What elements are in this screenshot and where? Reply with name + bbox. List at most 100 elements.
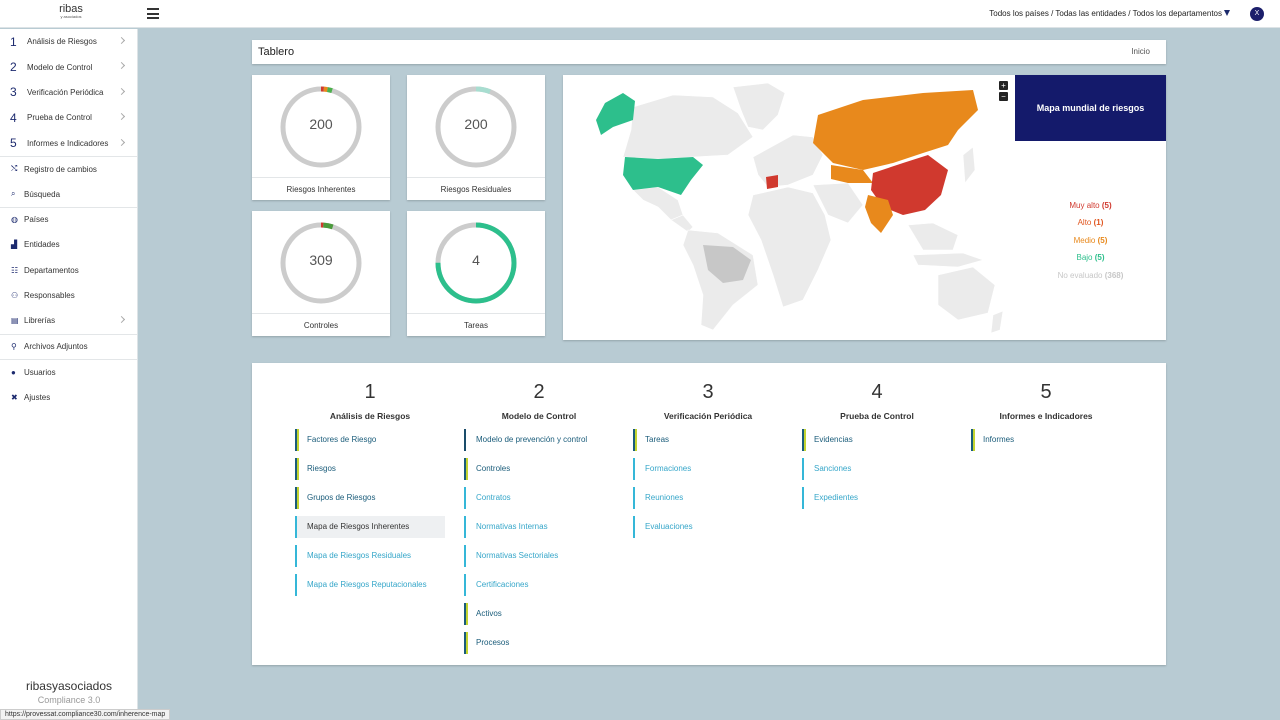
sidebar-item-0[interactable]: ⤭ Registro de cambios [0, 155, 137, 181]
stat-card-1[interactable]: 200 Riesgos Residuales [407, 75, 545, 200]
donut-chart [280, 222, 362, 304]
stat-card-2[interactable]: 309 Controles [252, 211, 390, 336]
module-link[interactable]: Informes [971, 429, 1121, 451]
zoom-out-button[interactable]: − [999, 92, 1008, 101]
module-link[interactable]: Tareas [633, 429, 783, 451]
module-link[interactable]: Grupos de Riesgos [295, 487, 445, 509]
map-central-america [670, 214, 694, 233]
donut-segment-0 [435, 86, 517, 168]
module-number: 5 [1040, 381, 1052, 403]
map-legend: Muy alto (5) Alto (1) Medio (5) Bajo (5) No … [1018, 201, 1163, 288]
module-number: 1 [364, 381, 376, 403]
map-spain [766, 175, 778, 189]
sidebar-module-5[interactable]: 5 Informes e Indicadores [0, 131, 137, 156]
modules-panel: 1 Análisis de Riesgos Factores de Riesgo Ri… [252, 363, 1166, 665]
menu-icon[interactable] [147, 8, 159, 19]
logo-main: ribas [59, 3, 83, 15]
map-africa [747, 186, 832, 308]
logo[interactable]: ribas y asociados [56, 4, 86, 19]
filter-breadcrumb[interactable]: Todos los países / Todas las entidades /… [989, 9, 1222, 18]
status-url: https://provessat.compliance30.com/inher… [0, 709, 171, 720]
stat-label: Riesgos Inherentes [252, 177, 390, 200]
module-links: Modelo de prevención y control Controles C… [464, 429, 614, 654]
world-map[interactable] [563, 75, 1015, 340]
legend-item-3: Bajo (5) [1018, 253, 1163, 270]
module-link[interactable]: Certificaciones [464, 574, 614, 596]
sidebar-item-9[interactable]: ✖ Ajustes [0, 384, 137, 409]
shuffle-icon: ⤭ [11, 164, 18, 174]
zoom-in-button[interactable]: + [999, 81, 1008, 90]
avatar[interactable]: X [1250, 7, 1264, 21]
module-link[interactable]: Reuniones [633, 487, 783, 509]
donut-chart [280, 86, 362, 168]
legend-item-4: No evaluado (368) [1018, 271, 1163, 288]
sidebar-module-4[interactable]: 4 Prueba de Control [0, 105, 137, 130]
map-india [865, 195, 893, 233]
sidebar-item-label: Departamentos [24, 265, 79, 275]
module-link[interactable]: Mapa de Riesgos Residuales [295, 545, 445, 567]
sidebar-module-label: Análisis de Riesgos [27, 37, 97, 47]
sidebar-module-1[interactable]: 1 Análisis de Riesgos [0, 29, 137, 54]
stat-value: 309 [309, 252, 333, 268]
module-link[interactable]: Normativas Sectoriales [464, 545, 614, 567]
sidebar-module-label: Verificación Periódica [27, 87, 104, 97]
stat-card-0[interactable]: 200 Riesgos Inherentes [252, 75, 390, 200]
module-link[interactable]: Modelo de prevención y control [464, 429, 614, 451]
module-number: 4 [871, 381, 883, 403]
module-link[interactable]: Evaluaciones [633, 516, 783, 538]
breadcrumb-home[interactable]: Inicio [1131, 47, 1150, 56]
sidebar-item-4[interactable]: ☷ Departamentos [0, 258, 137, 283]
library-icon: ▤ [11, 316, 19, 326]
module-link[interactable]: Factores de Riesgo [295, 429, 445, 451]
map-russia [813, 90, 978, 170]
module-link[interactable]: Mapa de Riesgos Inherentes [295, 516, 445, 538]
sidebar-item-5[interactable]: ⚇ Responsables [0, 283, 137, 308]
module-title: Modelo de Control [501, 411, 577, 421]
sidebar-item-7[interactable]: ⚲ Archivos Adjuntos [0, 333, 137, 359]
module-link[interactable]: Evidencias [802, 429, 952, 451]
sidebar-item-6[interactable]: ▤ Librerías [0, 308, 137, 333]
sidebar-module-number: 3 [10, 85, 17, 100]
sidebar-module-number: 4 [10, 110, 17, 125]
sidebar-item-1[interactable]: ⌕ Búsqueda [0, 181, 137, 206]
brand-name-b: yasociados [51, 679, 113, 693]
org-chart-icon: ☷ [11, 265, 19, 275]
module-link[interactable]: Normativas Internas [464, 516, 614, 538]
sidebar-item-8[interactable]: ● Usuarios [0, 359, 137, 384]
module-link[interactable]: Expedientes [802, 487, 952, 509]
chevron-right-icon [117, 113, 126, 121]
sidebar-item-2[interactable]: ◍ Países [0, 206, 137, 232]
module-link[interactable]: Controles [464, 458, 614, 480]
module-link[interactable]: Riesgos [295, 458, 445, 480]
sidebar-module-3[interactable]: 3 Verificación Periódica [0, 80, 137, 105]
module-link[interactable]: Formaciones [633, 458, 783, 480]
legend-label: Muy alto [1069, 201, 1100, 210]
logo-sub: y asociados [60, 14, 82, 19]
module-4: 4 Prueba de Control Evidencias Sanciones Exp… [802, 363, 952, 516]
stat-label: Tareas [407, 313, 545, 336]
module-title: Prueba de Control [840, 411, 914, 421]
dashboard-header: Tablero Inicio [252, 40, 1166, 64]
sidebar-module-2[interactable]: 2 Modelo de Control [0, 54, 137, 79]
donut-chart [435, 222, 517, 304]
module-link[interactable]: Activos [464, 603, 614, 625]
legend-item-0: Muy alto (5) [1018, 201, 1163, 218]
map-indonesia [912, 252, 984, 268]
map-alaska [596, 93, 635, 135]
module-link[interactable]: Sanciones [802, 458, 952, 480]
module-links: Evidencias Sanciones Expedientes [802, 429, 952, 509]
module-title: Verificación Periódica [663, 411, 753, 421]
module-link[interactable]: Mapa de Riesgos Reputacionales [295, 574, 445, 596]
sidebar-brand: ribasyasociados Compliance 3.0 [0, 679, 138, 705]
legend-count: (368) [1104, 270, 1124, 280]
sidebar-module-number: 2 [10, 60, 17, 75]
brand-name: ribasyasociados [0, 679, 138, 693]
stat-card-3[interactable]: 4 Tareas [407, 211, 545, 336]
stat-value: 200 [464, 116, 488, 132]
sidebar-item-3[interactable]: ▟ Entidades [0, 232, 137, 257]
legend-label: Bajo [1076, 253, 1093, 263]
module-link[interactable]: Contratos [464, 487, 614, 509]
filter-icon[interactable] [1224, 10, 1230, 16]
module-link[interactable]: Procesos [464, 632, 614, 654]
sidebar-item-label: Entidades [24, 240, 60, 250]
